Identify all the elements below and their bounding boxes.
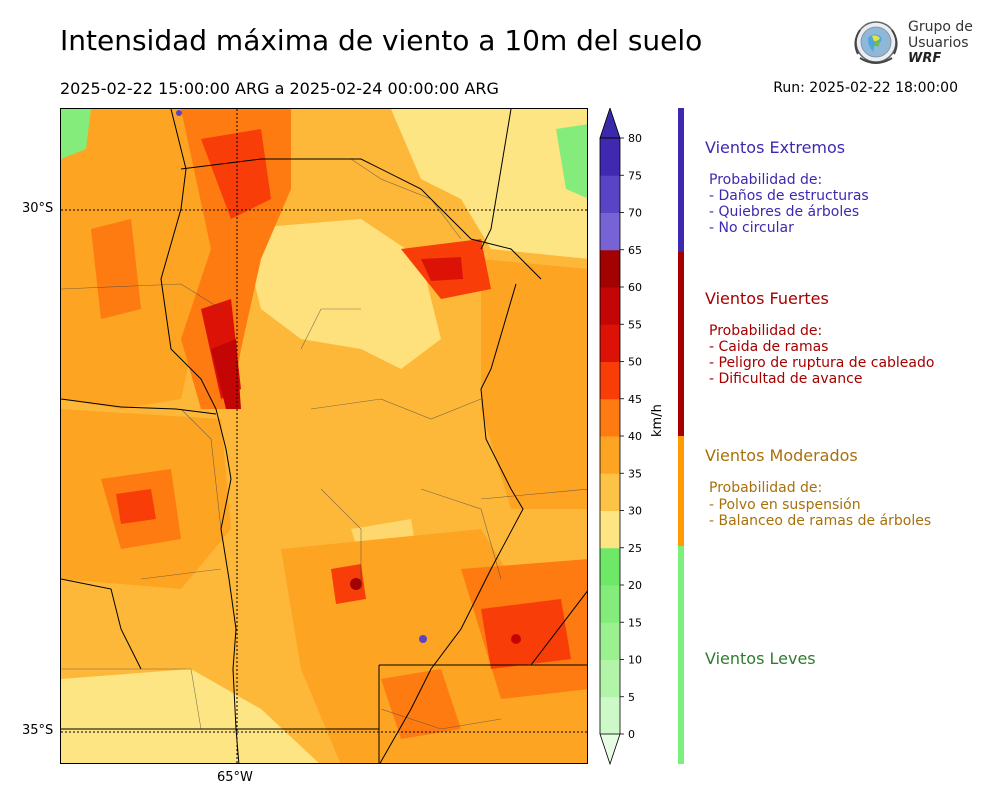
colorbar-tick-label: 40 [628, 430, 642, 443]
legend-line: - Dificultad de avance [709, 371, 863, 387]
lon-label: 65°W [217, 770, 253, 785]
colorbar-segment [600, 436, 620, 474]
colorbar-tick-label: 10 [628, 654, 642, 667]
colorbar-tick-label: 20 [628, 579, 642, 592]
map-title: Intensidad máxima de viento a 10m del su… [60, 24, 703, 57]
legend-line: - Quiebres de árboles [709, 204, 860, 220]
wind-map [60, 108, 588, 764]
legend-line: Probabilidad de: [709, 172, 823, 188]
legend-line: - No circular [709, 220, 794, 236]
colorbar-tick-label: 60 [628, 281, 642, 294]
colorbar-segment [600, 659, 620, 698]
colorbar-scale: 0 5 10 15 20 25 30 35 40 45 50 55 60 65 70 75 80 [599, 106, 642, 766]
colorbar-segment [600, 249, 620, 288]
colorbar-tick-label: 30 [628, 505, 642, 518]
colorbar-segment [600, 696, 620, 735]
lat-label: 35°S [22, 723, 54, 738]
legend-bar-leves [678, 546, 684, 764]
legend-line: - Polvo en suspensión [709, 497, 861, 513]
colorbar-tick-label: 75 [628, 169, 642, 182]
logo-line-2: Usuarios [908, 35, 969, 51]
legend-bar-fuertes [678, 252, 684, 436]
legend-title-extremos: Vientos Extremos [705, 138, 846, 157]
colorbar-segment [600, 510, 620, 549]
logo-line-1: Grupo de [908, 19, 973, 35]
legend-line: Probabilidad de: [709, 323, 823, 339]
colorbar-segment [600, 473, 620, 511]
legend-line: - Daños de estructuras [709, 188, 869, 204]
colorbar-segment [600, 361, 620, 400]
logo-line-3: WRF [908, 51, 942, 66]
legend-title-leves: Vientos Leves [705, 649, 816, 668]
legend-title-fuertes: Vientos Fuertes [705, 289, 829, 308]
colorbar-extend-low [599, 733, 621, 766]
wind-field-map [61, 109, 587, 763]
colorbar-segment [600, 398, 620, 437]
colorbar-tick-label: 45 [628, 393, 642, 406]
colorbar-tick-label: 35 [628, 467, 642, 480]
legend-line: - Balanceo de ramas de árboles [709, 513, 932, 529]
colorbar-tick-label: 55 [628, 318, 642, 331]
colorbar-segment [600, 622, 620, 660]
colorbar-tick-label: 65 [628, 244, 642, 257]
colorbar-tick-label: 5 [628, 691, 635, 704]
colorbar-segment [600, 547, 620, 586]
run-timestamp: Run: 2025-02-22 18:00:00 [773, 80, 958, 96]
legend-line: Probabilidad de: [709, 480, 823, 496]
colorbar: 0 5 10 15 20 25 30 35 40 45 50 55 60 65 70 75 80 [598, 106, 658, 768]
colorbar-segment [600, 287, 620, 325]
globe-emblem-icon [854, 21, 898, 64]
legend-category-bar [678, 108, 684, 764]
colorbar-segment [600, 212, 620, 251]
colorbar-segment [600, 175, 620, 213]
colorbar-tick-label: 15 [628, 616, 642, 629]
colorbar-tick-label: 50 [628, 356, 642, 369]
colorbar-tick-label: 70 [628, 207, 642, 220]
legend-line: - Caida de ramas [709, 339, 829, 355]
legend-bar-extremos [678, 108, 684, 252]
wrf-users-logo: Grupo de Usuarios WRF [848, 16, 978, 72]
colorbar-tick-label: 0 [628, 728, 635, 741]
forecast-period: 2025-02-22 15:00:00 ARG a 2025-02-24 00:… [60, 79, 499, 98]
legend-line: - Peligro de ruptura de cableado [709, 355, 935, 371]
lat-label: 30°S [22, 201, 54, 216]
legend-title-moderados: Vientos Moderados [705, 446, 858, 465]
colorbar-tick-label: 80 [628, 132, 642, 145]
legend-bar-moderados [678, 436, 684, 546]
colorbar-unit: km/h [650, 404, 665, 437]
colorbar-segment [600, 324, 620, 362]
colorbar-segment [600, 138, 620, 176]
colorbar-extend-high [599, 106, 621, 139]
colorbar-tick-label: 25 [628, 542, 642, 555]
colorbar-segment [600, 585, 620, 623]
